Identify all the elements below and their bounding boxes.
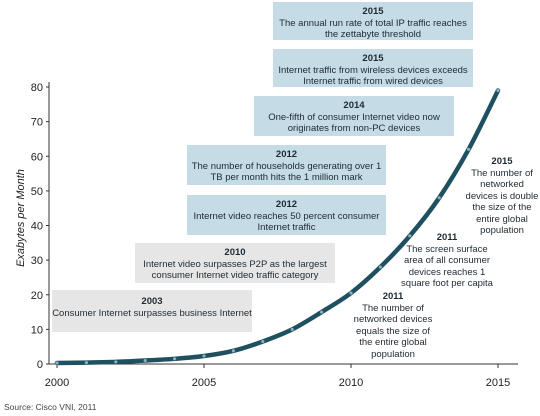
data-point <box>173 357 177 361</box>
data-point <box>114 360 118 364</box>
annotation-text: The number of households generating over… <box>191 160 382 184</box>
annotation-2012-households: 2012 The number of households generating… <box>187 145 386 185</box>
annotation-text: The number of networked devices equals t… <box>353 302 433 360</box>
annotation-text: The number of networked devices is doubl… <box>465 167 539 237</box>
y-tick-label: 10 <box>31 324 43 336</box>
data-point <box>349 291 353 295</box>
x-tick-label: 2005 <box>192 377 216 389</box>
data-point <box>143 358 147 363</box>
annotation-text: The screen surface area of all consumer … <box>401 243 493 290</box>
annotation-text: One-fifth of consumer Internet video now… <box>268 111 440 135</box>
annotation-year: 2003 <box>141 296 163 307</box>
annotation-text: Internet traffic from wireless devices e… <box>278 64 468 88</box>
annotation-year: 2011 <box>382 291 404 302</box>
annotation-2011-screen-area: 2011 The screen surface area of all cons… <box>400 232 494 290</box>
data-point <box>496 88 500 93</box>
y-tick-label: 70 <box>31 117 43 129</box>
y-tick-label: 40 <box>31 221 43 233</box>
annotation-text: Internet video surpasses P2P as the larg… <box>143 258 327 282</box>
source-note: Source: Cisco VNI, 2011 <box>4 402 97 412</box>
data-point <box>437 196 441 200</box>
data-point <box>467 147 471 151</box>
annotation-year: 2015 <box>491 156 513 167</box>
annotation-year: 2012 <box>275 149 298 160</box>
annotation-text: Internet video reaches 50 percent consum… <box>193 210 380 234</box>
data-point <box>202 354 206 358</box>
x-tick-label: 2015 <box>486 377 510 389</box>
annotation-year: 2015 <box>362 53 384 64</box>
annotation-2015-devices-double: 2015 The number of networked devices is … <box>464 156 540 237</box>
annotation-2011-devices-equal: 2011 The number of networked devices equ… <box>352 291 434 360</box>
annotation-text: The annual run rate of total IP traffic … <box>279 17 467 41</box>
annotation-text: Consumer Internet surpasses business Int… <box>52 307 252 319</box>
annotation-2012-video-50-percent: 2012 Internet video reaches 50 percent c… <box>187 195 386 235</box>
data-point <box>320 310 324 314</box>
series-line <box>54 88 501 366</box>
annotation-2010-video-p2p: 2010 Internet video surpasses P2P as the… <box>135 243 335 283</box>
data-point <box>231 349 235 353</box>
data-point <box>261 339 265 344</box>
y-tick-label: 20 <box>31 290 43 302</box>
data-point <box>290 327 294 331</box>
y-tick-label: 80 <box>31 82 43 94</box>
x-tick-label: 2010 <box>339 377 363 389</box>
y-tick-label: 60 <box>31 151 43 163</box>
data-point <box>408 234 412 238</box>
annotation-year: 2010 <box>224 247 246 258</box>
data-point <box>378 265 382 269</box>
annotation-year: 2015 <box>362 6 384 17</box>
annotation-2003-consumer-business: 2003 Consumer Internet surpasses busines… <box>52 290 252 332</box>
y-tick-label: 50 <box>31 186 43 198</box>
annotation-year: 2011 <box>436 232 458 243</box>
data-point <box>84 361 88 365</box>
x-tick-label: 2000 <box>45 377 69 389</box>
y-tick-label: 30 <box>31 255 43 267</box>
y-tick-label: 0 <box>37 359 43 371</box>
annotation-2015-wireless: 2015 Internet traffic from wireless devi… <box>273 49 473 87</box>
data-point <box>55 361 59 365</box>
annotation-2014-video-non-pc: 2014 One-fifth of consumer Internet vide… <box>254 96 454 136</box>
annotation-year: 2012 <box>275 199 298 210</box>
annotation-2015-zettabyte: 2015 The annual run rate of total IP tra… <box>273 2 473 40</box>
y-axis-label: Exabytes per Month <box>15 169 27 267</box>
annotation-year: 2014 <box>343 100 365 111</box>
